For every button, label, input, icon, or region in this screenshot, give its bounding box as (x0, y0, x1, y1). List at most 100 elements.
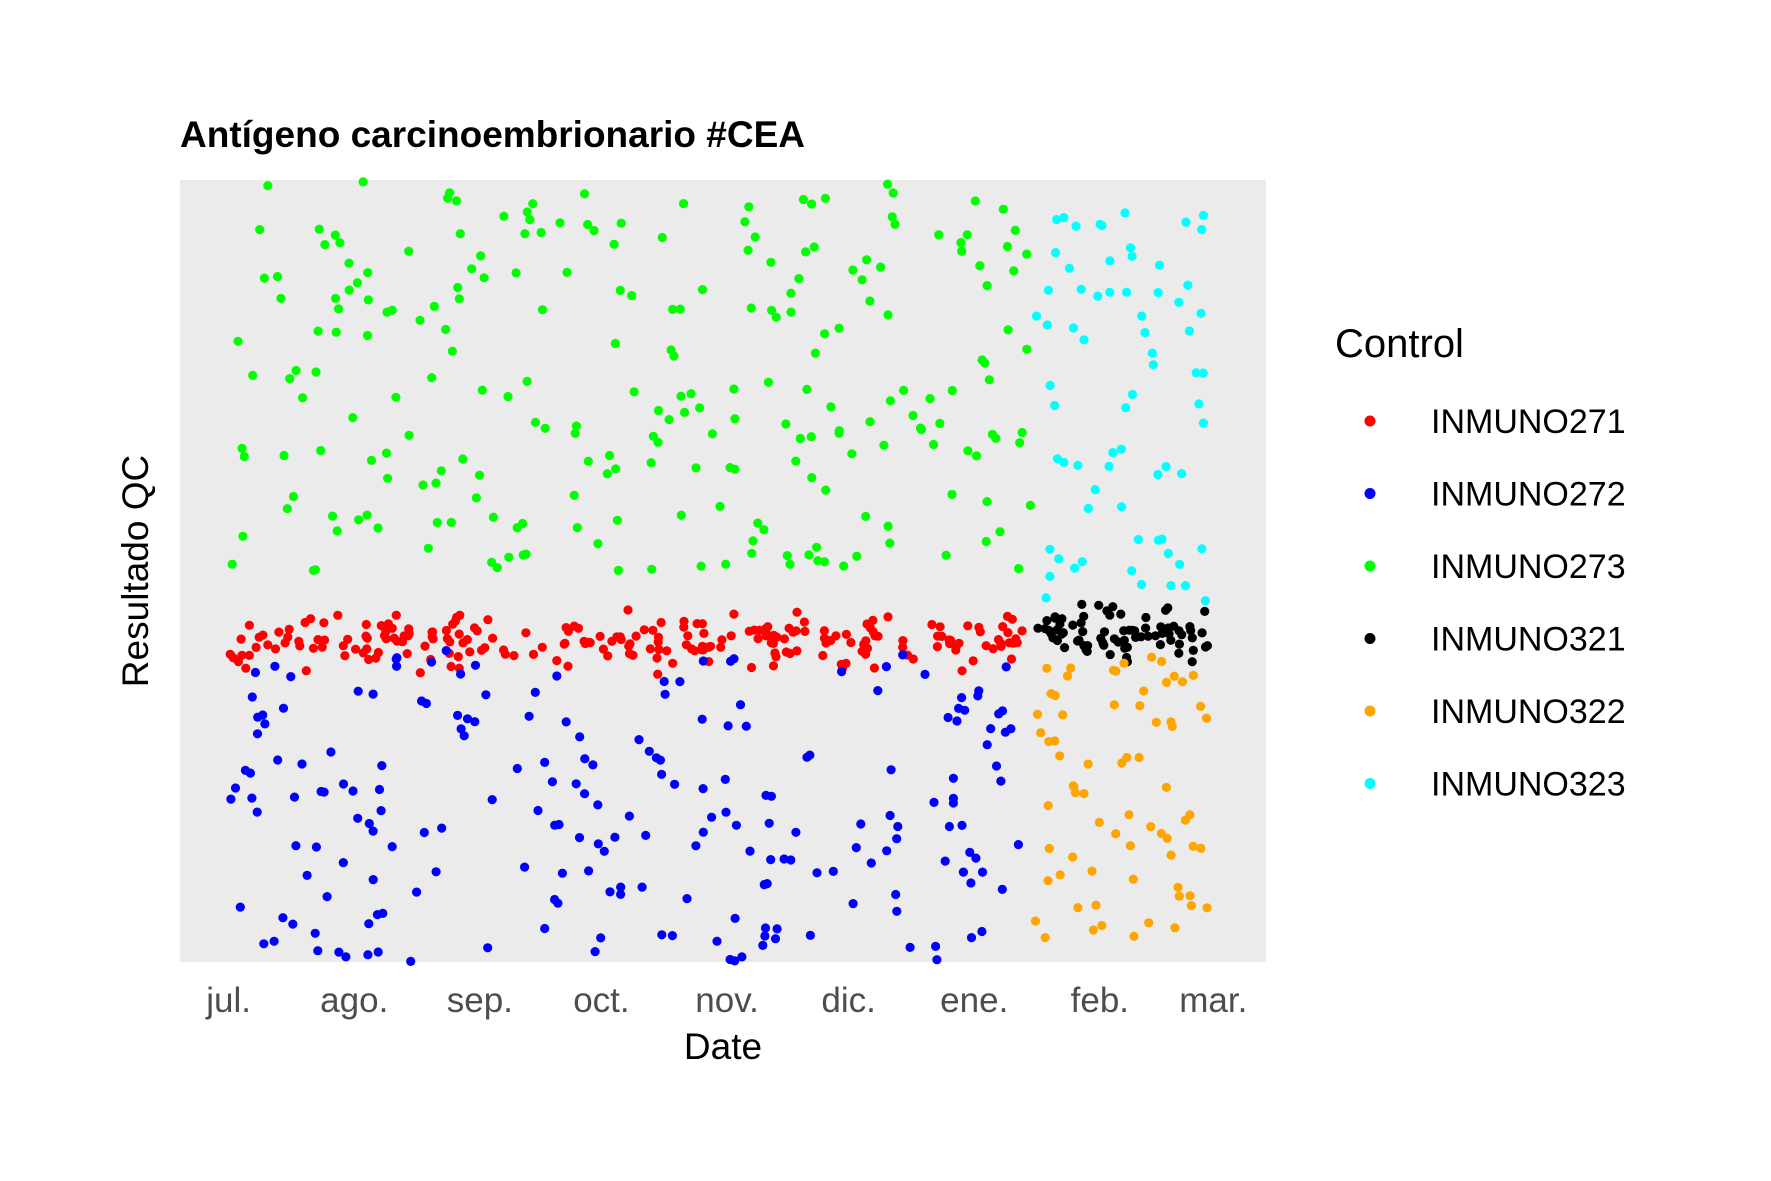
data-point (593, 800, 603, 810)
data-point (799, 617, 810, 627)
legend-title: Control (1335, 322, 1464, 366)
data-point (697, 285, 708, 295)
data-point (1079, 789, 1089, 799)
legend-key (1364, 705, 1376, 717)
data-point (1070, 788, 1080, 798)
data-point (785, 559, 795, 569)
data-point (653, 637, 663, 647)
data-point (237, 443, 247, 453)
data-point (437, 823, 447, 833)
data-point (1043, 876, 1053, 886)
data-point (575, 732, 585, 742)
data-point (252, 807, 262, 817)
data-point (1163, 623, 1173, 633)
data-point (1055, 751, 1065, 761)
data-point (931, 941, 941, 952)
data-point (1094, 817, 1104, 828)
data-point (550, 894, 560, 905)
data-point (540, 423, 550, 433)
data-point (1051, 248, 1061, 258)
data-point (657, 930, 667, 940)
data-point (1197, 224, 1207, 235)
data-point (995, 527, 1005, 537)
data-point (1109, 700, 1119, 710)
data-point (555, 218, 565, 228)
data-point (1201, 713, 1212, 723)
series-inmuno321 (1033, 599, 1212, 667)
data-point (455, 229, 465, 239)
data-point (270, 661, 280, 671)
chart-title: Antígeno carcinoembrionario #CEA (180, 114, 805, 155)
data-point (252, 729, 263, 739)
data-point (499, 211, 509, 221)
data-point (686, 389, 696, 399)
x-tick-label: mar. (1179, 981, 1247, 1020)
data-point (354, 515, 364, 525)
data-point (957, 820, 967, 831)
data-point (259, 939, 269, 949)
data-point (1128, 874, 1138, 884)
data-point (654, 644, 664, 655)
data-point (611, 464, 621, 474)
data-point (381, 626, 391, 637)
data-point (669, 351, 679, 361)
data-point (1196, 308, 1206, 318)
data-point (807, 199, 817, 209)
data-point (1177, 469, 1187, 479)
data-point (1169, 671, 1179, 681)
data-point (368, 826, 378, 836)
data-point (804, 550, 814, 560)
data-point (574, 833, 585, 843)
data-point (744, 202, 754, 212)
data-point (504, 552, 514, 562)
data-point (1058, 710, 1068, 720)
data-point (1073, 903, 1083, 913)
data-point (288, 491, 299, 502)
data-point (363, 950, 373, 960)
data-point (675, 304, 685, 314)
data-point (1057, 614, 1067, 624)
data-point (848, 899, 858, 909)
data-point (392, 653, 402, 663)
data-point (571, 779, 581, 789)
data-point (235, 902, 245, 912)
data-point (857, 275, 867, 285)
data-point (717, 635, 727, 645)
data-point (982, 497, 992, 507)
data-point (1017, 427, 1027, 438)
data-point (810, 348, 821, 358)
data-point (935, 622, 945, 632)
data-point (1006, 654, 1017, 664)
data-point (1161, 461, 1171, 472)
data-point (1079, 335, 1089, 345)
data-point (1025, 500, 1035, 510)
data-point (747, 548, 757, 558)
data-point (859, 639, 869, 650)
data-point (927, 619, 937, 630)
data-point (1040, 624, 1050, 634)
data-point (977, 926, 987, 937)
data-point (366, 455, 377, 465)
data-point (759, 525, 769, 535)
data-point (974, 622, 984, 633)
data-point (483, 615, 493, 625)
data-point (368, 689, 378, 699)
data-point (314, 224, 324, 234)
data-point (1121, 403, 1131, 413)
data-point (1187, 633, 1197, 643)
data-point (784, 623, 794, 633)
data-point (319, 787, 329, 797)
data-point (883, 612, 893, 622)
data-point (866, 858, 876, 868)
data-point (476, 251, 486, 261)
data-point (298, 393, 308, 403)
series-inmuno323 (1031, 208, 1210, 606)
data-point (1202, 641, 1212, 651)
data-point (593, 839, 603, 849)
data-point (1124, 810, 1134, 820)
data-point (748, 536, 758, 546)
data-point (1133, 534, 1143, 545)
data-point (308, 565, 318, 576)
data-point (285, 374, 295, 384)
data-point (1045, 571, 1055, 582)
